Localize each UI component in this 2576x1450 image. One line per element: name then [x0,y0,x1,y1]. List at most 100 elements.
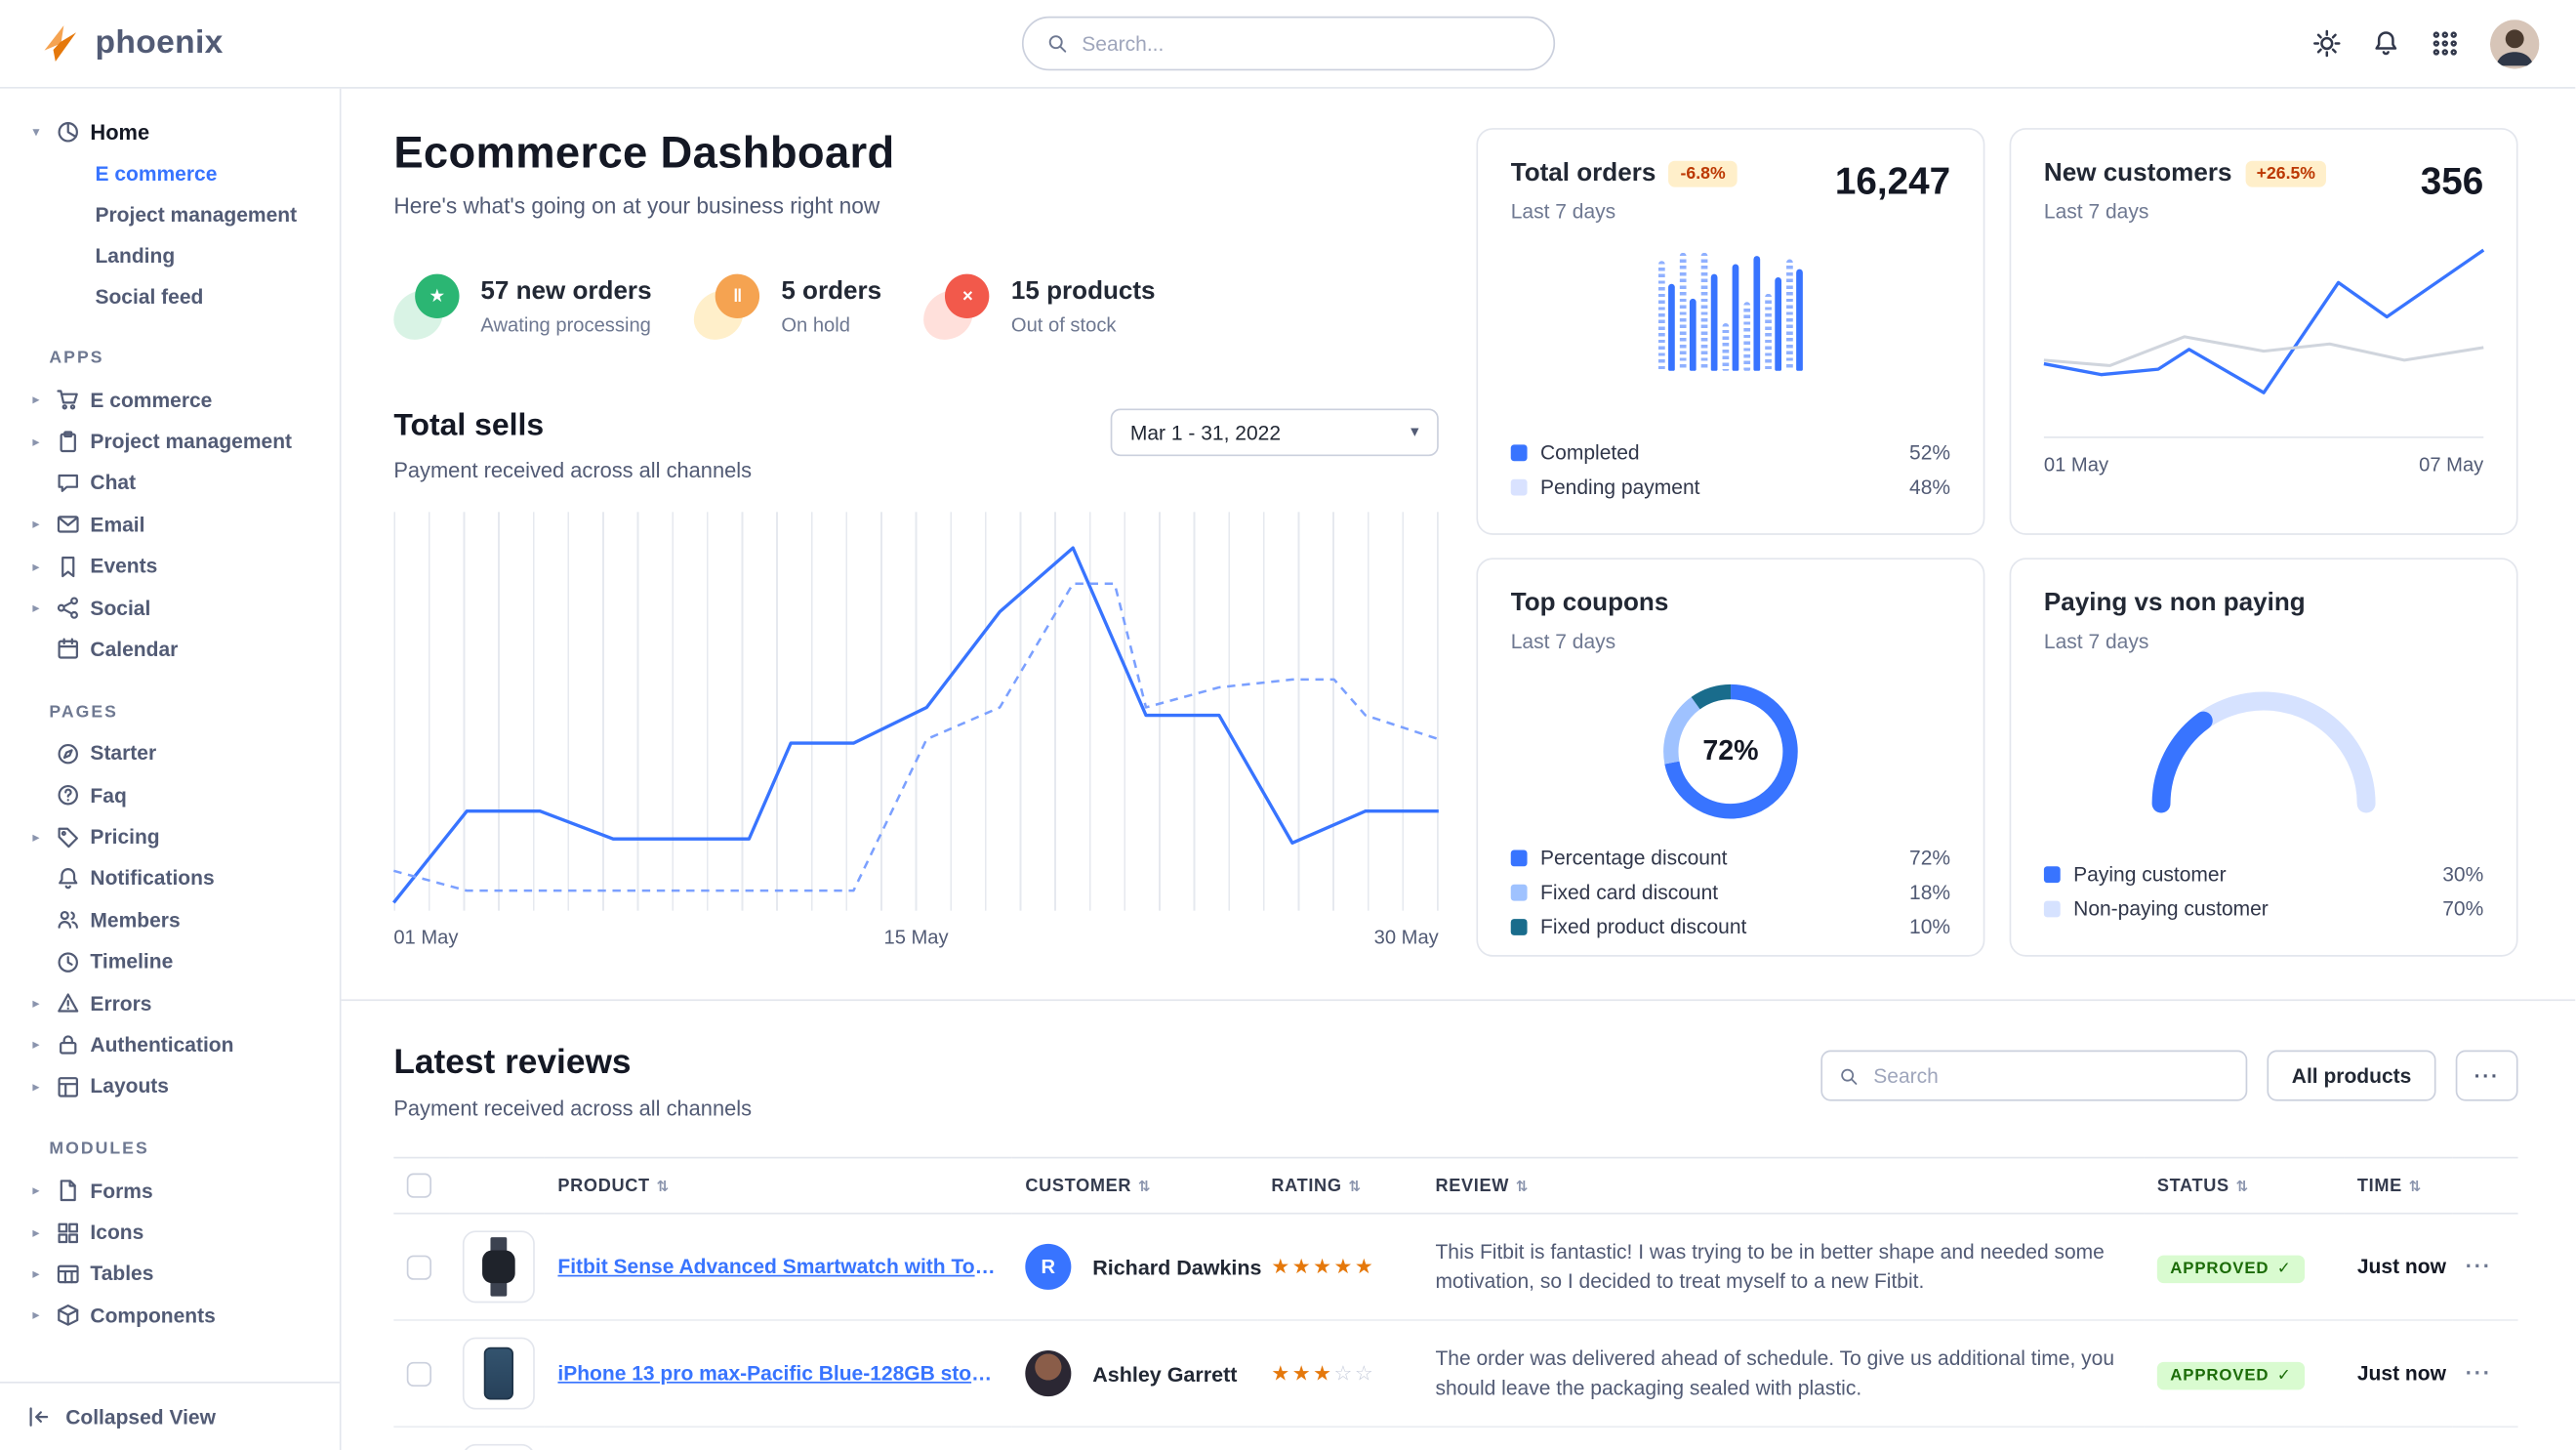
stat-out-of-stock: × 15 products Out of stock [923,273,1156,340]
row-checkbox[interactable] [406,1254,431,1279]
sidebar-sections: APPS ▸ E commerce ▸ Project management Chat ▸ E… [26,348,323,1337]
sidebar-item-social-feed[interactable]: Social feed [95,284,204,309]
sidebar-item-pricing[interactable]: ▸ Pricing [26,816,323,858]
row-actions-button[interactable]: ··· [2465,1360,2492,1386]
sidebar-item-calendar[interactable]: Calendar [26,629,323,671]
collapsed-view-label: Collapsed View [65,1405,216,1429]
legend-value: 18% [1909,880,1951,904]
customer-name: Richard Dawkins [1092,1254,1262,1279]
axis-label: 01 May [393,925,459,949]
sidebar-item-events[interactable]: ▸ Events [26,546,323,588]
sun-icon[interactable] [2313,29,2342,58]
sidebar-item-members[interactable]: Members [26,899,323,941]
reviews-more-button[interactable]: ··· [2455,1050,2518,1101]
select-all-checkbox[interactable] [406,1173,431,1198]
clock-icon [56,949,80,974]
chevron-right-icon: ▸ [32,391,40,408]
sidebar-item-notifications[interactable]: Notifications [26,857,323,899]
sidebar-home-label: Home [90,119,150,145]
product-link[interactable]: Fitbit Sense Advanced Smartwatch with To… [557,1255,1000,1279]
reviews-tbody: Fitbit Sense Advanced Smartwatch with To… [393,1213,2518,1450]
sidebar-item-authentication[interactable]: ▸ Authentication [26,1024,323,1066]
brand[interactable]: phoenix [36,21,429,65]
search-icon [1839,1065,1859,1085]
chevron-right-icon: ▸ [32,1036,40,1053]
legend-row: Completed 52% [1510,435,1950,469]
chevron-right-icon: ▸ [32,516,40,533]
product-image [462,1443,535,1450]
chevron-right-icon: ▸ [32,1306,40,1324]
col-status[interactable]: STATUS ⇅ [2144,1156,2345,1215]
sidebar-item-social[interactable]: ▸ Social [26,587,323,629]
global-search-input[interactable] [1082,31,1531,56]
product-image [462,1337,535,1410]
collapse-icon [26,1405,51,1429]
legend-label: Fixed product discount [1539,914,1747,938]
all-products-button[interactable]: All products [2267,1050,2436,1101]
sidebar-item-email[interactable]: ▸ Email [26,504,323,546]
apps-grid-icon[interactable] [2432,29,2460,58]
sidebar-item-chat[interactable]: Chat [26,462,323,504]
sidebar-item-forms[interactable]: ▸ Forms [26,1170,323,1212]
donut-center-label: 72% [1702,734,1759,766]
total-sells-chart [392,512,1440,911]
rating-stars: ★★★★★ [1271,1252,1409,1281]
card-period: Last 7 days [2043,200,2149,224]
sidebar-item-tables[interactable]: ▸ Tables [26,1253,323,1295]
col-customer[interactable]: CUSTOMER ⇅ [1011,1156,1258,1215]
sidebar-section-modules: MODULES [49,1139,149,1159]
star-icon: ★ [1271,1361,1292,1386]
sidebar-item-components[interactable]: ▸ Components [26,1295,323,1337]
sidebar-item-project-management[interactable]: Project management [95,202,298,227]
sidebar-item-landing[interactable]: Landing [95,243,176,268]
new-customers-x-axis: 01 May 07 May [2043,436,2484,476]
sidebar-section-apps: APPS [49,348,104,368]
sidebar-item-faq[interactable]: Faq [26,774,323,816]
pie-chart-icon [56,120,80,145]
col-rating[interactable]: RATING ⇅ [1257,1156,1422,1215]
sidebar-item-e-commerce[interactable]: E commerce [95,161,218,186]
sidebar-item-icons[interactable]: ▸ Icons [26,1212,323,1254]
chevron-right-icon: ▸ [32,1222,40,1240]
legend-row: Fixed product discount 10% [1510,909,1951,943]
bell-icon [56,866,80,891]
user-avatar[interactable] [2489,19,2540,68]
stat-awating-processing: ★ 57 new orders Awating processing [393,273,652,340]
sidebar-item-project-management[interactable]: ▸ Project management [26,421,323,463]
review-text: The order was delivered ahead of schedul… [1435,1346,2115,1400]
stat-value: 15 products [1010,277,1156,306]
total-sells-x-axis: 01 May 15 May 30 May [393,926,1438,949]
sidebar-item-e-commerce[interactable]: ▸ E commerce [26,379,323,421]
row-actions-button[interactable]: ··· [2465,1253,2492,1279]
navbar-actions [2146,19,2540,68]
legend-value: 10% [1909,914,1951,938]
stat-caption: On hold [781,312,850,337]
star-icon: ★ [1291,1255,1314,1279]
stat-value: 57 new orders [480,277,652,306]
product-link[interactable]: iPhone 13 pro max-Pacific Blue-128GB sto… [557,1361,1000,1386]
collapsed-view-button[interactable]: Collapsed View [0,1381,340,1450]
sidebar-item-timeline[interactable]: Timeline [26,941,323,983]
col-product[interactable]: PRODUCT ⇅ [544,1156,1012,1215]
change-badge: -6.8% [1668,160,1738,187]
chat-icon [56,471,80,495]
sidebar-item-layouts[interactable]: ▸ Layouts [26,1066,323,1108]
row-checkbox[interactable] [406,1360,431,1387]
legend-value: 72% [1909,846,1951,869]
sidebar-item-home[interactable]: ▾ Home [26,111,323,152]
sidebar-item-starter[interactable]: Starter [26,733,323,775]
product-image [462,1230,535,1304]
paying-gauge-chart [2141,680,2387,817]
bookmark-icon [56,554,80,578]
table-header-row: PRODUCT ⇅ CUSTOMER ⇅ RATING ⇅ REVIEW ⇅ STATU… [393,1156,2518,1215]
star-icon: ★ [1313,1361,1334,1386]
col-review[interactable]: REVIEW ⇅ [1421,1156,2145,1215]
sidebar-item-errors[interactable]: ▸ Errors [26,982,323,1024]
axis-label: 15 May [883,925,949,949]
col-time[interactable]: TIME ⇅ [2344,1156,2453,1215]
bell-icon[interactable] [2372,29,2400,58]
reviews-search-input[interactable] [1873,1063,2229,1088]
date-range-select[interactable]: Mar 1 - 31, 2022 ▾ [1110,408,1439,457]
reviews-table: PRODUCT ⇅ CUSTOMER ⇅ RATING ⇅ REVIEW ⇅ STATU… [393,1156,2518,1450]
star-icon: ★ [1354,1255,1376,1279]
